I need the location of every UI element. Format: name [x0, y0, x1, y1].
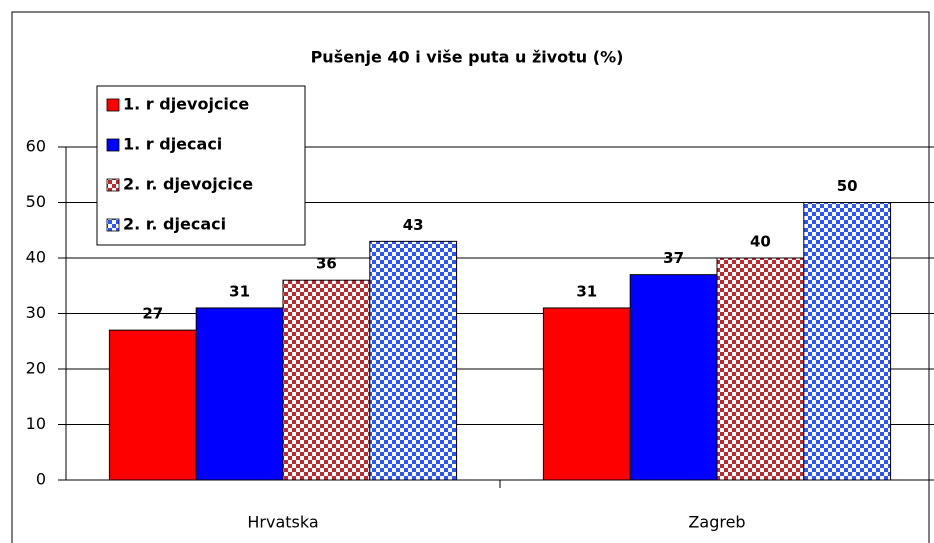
- y-tick-label: 40: [26, 248, 46, 267]
- legend-swatch: [106, 138, 120, 152]
- legend-swatch: [106, 178, 120, 192]
- y-tick-label: 0: [36, 470, 46, 489]
- bar: [629, 274, 718, 481]
- data-label: 31: [576, 282, 597, 300]
- legend-label: 1. r djecaci: [123, 135, 222, 154]
- x-tick-label: Hrvatska: [247, 513, 318, 532]
- y-tick-label: 30: [26, 303, 46, 322]
- data-label: 31: [229, 282, 250, 300]
- legend-box: [96, 85, 306, 246]
- legend-swatch: [106, 218, 120, 232]
- y-tick-label: 60: [26, 137, 46, 156]
- bar: [803, 202, 892, 481]
- bar: [282, 279, 371, 481]
- legend-label: 2. r. djecaci: [123, 215, 226, 234]
- data-label: 40: [750, 233, 771, 251]
- x-tick-label: Zagreb: [688, 513, 745, 532]
- y-tick-label: 50: [26, 192, 46, 211]
- bar: [716, 257, 805, 481]
- bar: [108, 329, 197, 481]
- bar: [195, 307, 284, 481]
- data-label: 27: [142, 305, 163, 323]
- legend-swatch: [106, 98, 120, 112]
- bar: [369, 240, 458, 481]
- legend-label: 2. r. djevojcice: [123, 175, 253, 194]
- data-label: 36: [316, 255, 337, 273]
- chart-title: Pušenje 40 i više puta u životu (%): [311, 48, 624, 67]
- data-label: 43: [403, 216, 424, 234]
- y-tick-label: 20: [26, 359, 46, 378]
- legend-label: 1. r djevojcice: [123, 95, 249, 114]
- data-label: 50: [837, 177, 858, 195]
- data-label: 37: [663, 249, 684, 267]
- y-tick-label: 10: [26, 414, 46, 433]
- bar: [542, 307, 631, 481]
